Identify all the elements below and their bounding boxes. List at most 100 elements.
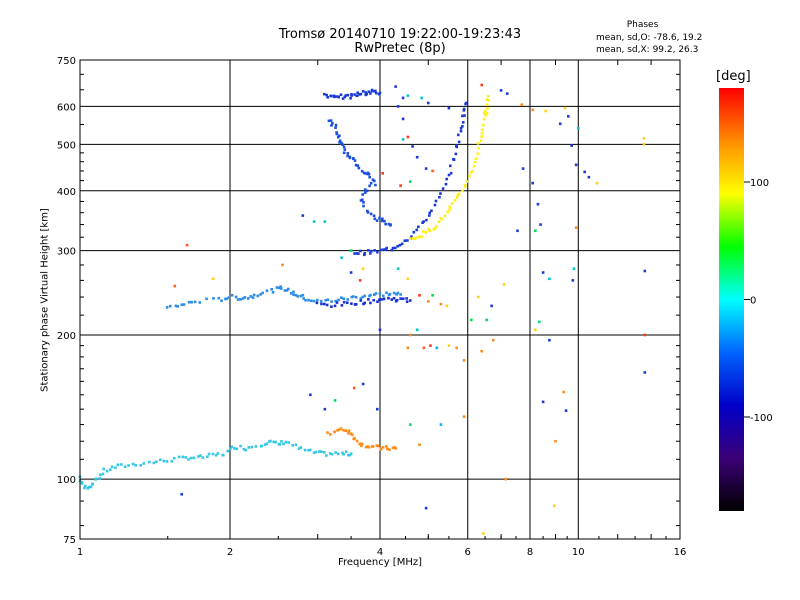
data-point bbox=[354, 295, 358, 299]
data-point bbox=[393, 246, 397, 250]
data-point bbox=[278, 443, 282, 446]
data-point bbox=[356, 164, 360, 167]
data-point bbox=[491, 338, 495, 342]
data-point bbox=[421, 230, 425, 233]
data-point bbox=[330, 452, 334, 456]
data-point bbox=[450, 202, 454, 205]
data-point bbox=[448, 164, 452, 168]
chart-title: Tromsø 20140710 19:22:00-19:23:43 bbox=[278, 27, 522, 42]
data-point bbox=[217, 296, 221, 300]
data-point bbox=[567, 115, 570, 118]
data-point bbox=[320, 450, 323, 454]
colorbar-ticks: 100 0 -100 bbox=[744, 178, 773, 424]
data-point bbox=[383, 219, 386, 223]
data-point bbox=[378, 216, 381, 220]
data-point bbox=[280, 440, 283, 443]
data-point bbox=[464, 101, 468, 105]
data-point bbox=[241, 297, 245, 300]
data-point bbox=[344, 429, 348, 432]
data-point bbox=[329, 94, 333, 98]
data-point bbox=[322, 451, 326, 454]
data-point bbox=[470, 318, 473, 322]
data-point bbox=[363, 191, 367, 194]
data-point bbox=[417, 235, 421, 239]
data-point bbox=[335, 131, 338, 134]
data-point bbox=[353, 93, 356, 96]
y-tick-label: 600 bbox=[57, 102, 76, 113]
data-point bbox=[181, 455, 185, 459]
data-point bbox=[251, 296, 255, 299]
data-point bbox=[342, 151, 346, 155]
data-point bbox=[453, 199, 457, 202]
axes: 1 2 4 6 8 10 16 75 100 200 300 400 500 600 750 bbox=[57, 56, 686, 558]
data-point bbox=[406, 239, 409, 242]
y-tick-label: 100 bbox=[57, 475, 76, 486]
data-point bbox=[233, 447, 236, 450]
data-point bbox=[477, 295, 480, 299]
data-point bbox=[335, 301, 339, 304]
data-point bbox=[457, 192, 461, 196]
data-point bbox=[254, 445, 258, 448]
data-point bbox=[490, 304, 493, 308]
data-point bbox=[372, 214, 376, 218]
data-point bbox=[358, 279, 362, 282]
data-point bbox=[87, 485, 91, 489]
data-point bbox=[350, 92, 353, 96]
data-point bbox=[279, 285, 282, 288]
data-point bbox=[431, 294, 434, 297]
data-point bbox=[378, 328, 382, 332]
data-point bbox=[396, 291, 400, 295]
data-point bbox=[367, 172, 371, 176]
data-point bbox=[564, 409, 568, 412]
data-point bbox=[281, 263, 284, 267]
data-point bbox=[387, 296, 390, 300]
data-point bbox=[373, 217, 377, 221]
data-point bbox=[351, 433, 354, 437]
data-point bbox=[378, 292, 382, 295]
data-point bbox=[434, 226, 437, 230]
data-point bbox=[360, 198, 364, 202]
data-point bbox=[261, 291, 264, 295]
data-point bbox=[381, 172, 384, 175]
data-point bbox=[481, 128, 484, 132]
phases-x-stats: mean, sd,X: 99.2, 26.3 bbox=[596, 45, 699, 55]
data-point bbox=[536, 202, 540, 206]
data-point bbox=[333, 430, 336, 434]
data-point bbox=[361, 193, 365, 196]
data-point bbox=[361, 295, 365, 299]
data-point bbox=[531, 181, 534, 185]
data-point bbox=[463, 185, 467, 189]
data-point bbox=[120, 463, 123, 466]
data-point bbox=[294, 293, 298, 297]
data-point bbox=[541, 400, 545, 404]
data-point bbox=[435, 346, 439, 350]
plot-frame bbox=[79, 59, 681, 540]
data-point bbox=[369, 212, 373, 216]
data-point bbox=[211, 277, 215, 281]
data-point bbox=[642, 136, 646, 140]
data-point bbox=[395, 293, 398, 296]
data-point bbox=[376, 300, 379, 303]
data-point bbox=[363, 252, 367, 255]
data-point bbox=[333, 95, 336, 99]
data-point bbox=[405, 300, 409, 303]
data-point bbox=[373, 293, 376, 296]
data-point bbox=[343, 95, 347, 99]
data-point bbox=[309, 299, 313, 303]
data-point bbox=[243, 296, 247, 299]
data-point bbox=[230, 445, 234, 449]
data-point bbox=[369, 92, 372, 95]
data-point bbox=[315, 298, 319, 302]
data-point bbox=[244, 448, 247, 452]
data-point bbox=[329, 119, 333, 122]
data-point bbox=[134, 463, 137, 467]
data-point bbox=[574, 163, 578, 167]
data-point bbox=[334, 126, 337, 129]
data-point bbox=[176, 305, 180, 308]
data-point bbox=[537, 320, 541, 324]
data-point bbox=[456, 194, 459, 197]
data-point bbox=[333, 399, 337, 402]
data-point bbox=[170, 460, 174, 463]
data-point bbox=[418, 294, 421, 297]
data-point bbox=[531, 108, 534, 112]
